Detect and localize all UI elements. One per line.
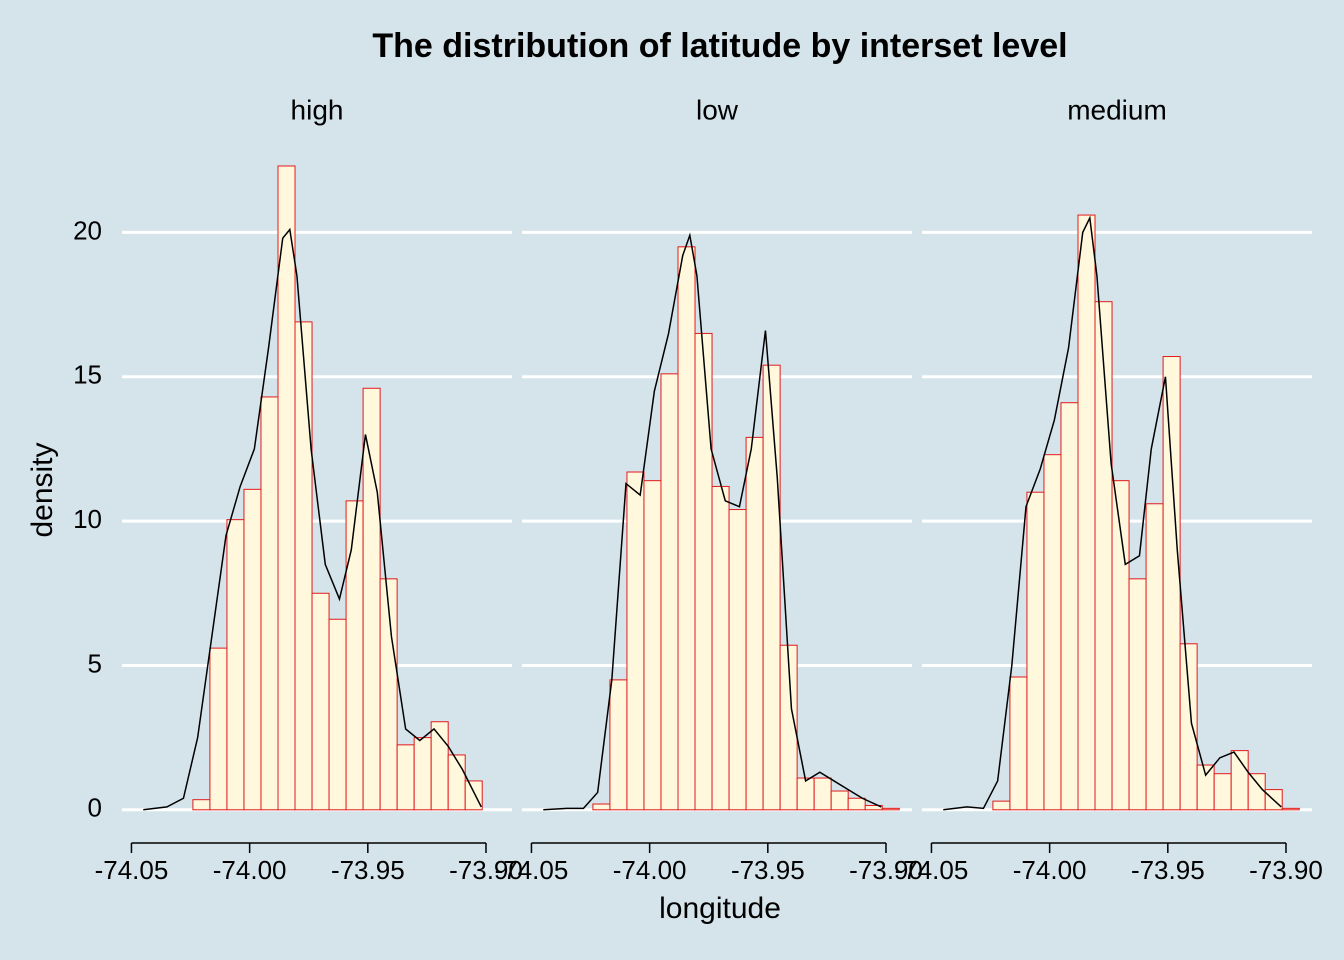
bar <box>1077 214 1096 811</box>
chart-title: The distribution of latitude by interset… <box>372 27 1067 65</box>
bar <box>745 436 764 811</box>
x-tick-label: -74.00 <box>1013 855 1087 885</box>
x-tick-label: -74.05 <box>95 855 169 885</box>
bar <box>1128 578 1147 811</box>
bar <box>345 500 364 811</box>
bar <box>1060 402 1079 811</box>
bar <box>464 780 483 811</box>
density-line <box>143 227 482 811</box>
bar <box>626 471 645 811</box>
y-tick-label: 5 <box>88 648 102 678</box>
y-tick-label: 0 <box>88 793 102 823</box>
bar <box>277 165 296 811</box>
x-tick-label: -74.05 <box>895 855 969 885</box>
bar <box>779 644 798 811</box>
bar <box>762 364 781 811</box>
bar <box>362 387 381 811</box>
x-tick-label: -73.90 <box>849 855 923 885</box>
bar <box>1179 643 1198 811</box>
bar <box>864 804 883 811</box>
bar <box>1213 773 1232 811</box>
bar <box>1043 454 1062 811</box>
bar <box>1009 676 1028 811</box>
bar <box>260 396 279 811</box>
bar <box>592 803 611 811</box>
y-tick-label: 10 <box>73 504 102 534</box>
facet-label: low <box>696 94 739 125</box>
bar <box>379 578 398 811</box>
x-tick-label: -73.95 <box>1131 855 1205 885</box>
bar <box>396 744 415 811</box>
facet-label: medium <box>1067 94 1167 125</box>
bar <box>1281 807 1300 811</box>
bar <box>677 246 696 811</box>
bar <box>881 807 900 811</box>
bar <box>813 777 832 811</box>
bar <box>1026 491 1045 811</box>
bar <box>1094 301 1113 811</box>
bar <box>413 737 432 811</box>
y-axis-label: density <box>26 442 59 537</box>
bar <box>1196 764 1215 811</box>
bar <box>328 618 347 811</box>
density-line <box>543 232 882 811</box>
bar <box>209 647 228 811</box>
x-tick-label: -74.00 <box>613 855 687 885</box>
x-tick-label: -73.95 <box>331 855 405 885</box>
bar <box>643 480 662 811</box>
y-tick-label: 20 <box>73 215 102 245</box>
bar <box>243 488 262 811</box>
bar <box>226 519 245 811</box>
bar <box>447 754 466 811</box>
x-tick-label: -73.90 <box>1249 855 1323 885</box>
bar <box>728 509 747 811</box>
bar <box>711 485 730 811</box>
bar <box>694 332 713 811</box>
y-tick-label: 15 <box>73 360 102 390</box>
bar <box>311 592 330 811</box>
x-tick-label: -73.95 <box>731 855 805 885</box>
bar <box>192 799 211 811</box>
x-tick-label: -73.90 <box>449 855 523 885</box>
bar <box>796 777 815 811</box>
bar <box>830 790 849 811</box>
x-axis-label: longitude <box>659 892 781 925</box>
bar <box>1247 773 1266 811</box>
x-tick-label: -74.00 <box>213 855 287 885</box>
bar <box>992 800 1011 811</box>
bar <box>847 797 866 811</box>
facet-label: high <box>291 94 344 125</box>
bar <box>660 373 679 811</box>
x-tick-label: -74.05 <box>495 855 569 885</box>
bar <box>1162 356 1181 811</box>
bar <box>294 321 313 811</box>
bar <box>609 679 628 811</box>
bar <box>1145 503 1164 811</box>
density-line <box>943 215 1282 811</box>
